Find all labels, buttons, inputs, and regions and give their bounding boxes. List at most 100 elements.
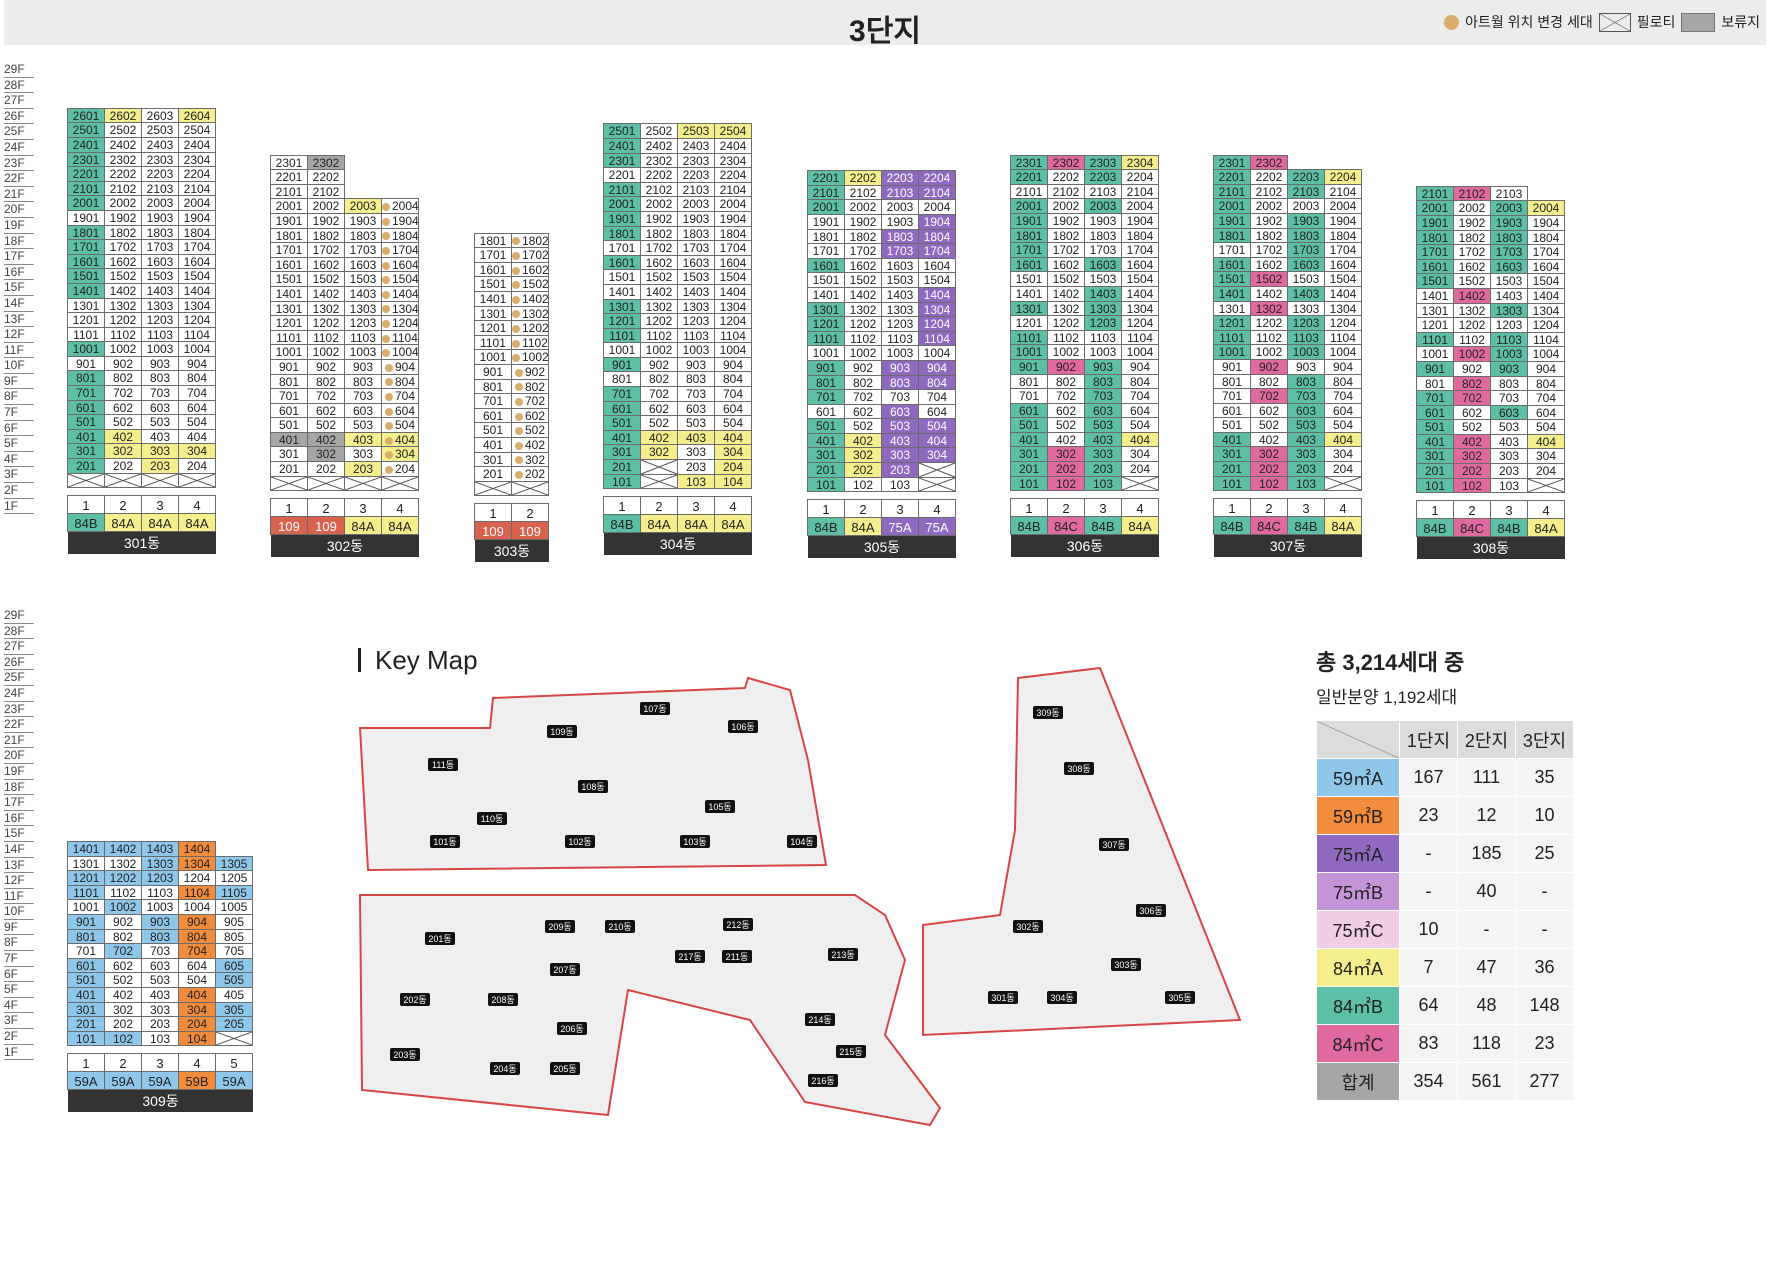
unit-cell: 1102: [844, 330, 882, 347]
page-title: 3단지: [849, 15, 921, 48]
keymap-building-305동: 305동: [1165, 991, 1195, 1004]
svg-text:304동: 304동: [1050, 993, 1073, 1003]
unit-cell: 203: [141, 1016, 179, 1032]
unit-cell: 601: [807, 403, 845, 420]
unit-cell: 1204: [918, 316, 956, 332]
unit-cell: 1401: [1010, 285, 1048, 302]
floor-label: 13F: [4, 858, 34, 874]
unit-cell: 1401: [807, 286, 845, 303]
unit-cell: 1501: [1010, 271, 1048, 287]
unit-cell: 703: [677, 386, 715, 402]
unit-cell: 1202: [511, 320, 549, 336]
unit-cell: 1001: [807, 345, 845, 361]
floor-label: 9F: [4, 374, 34, 390]
pilotis-cell: [67, 472, 105, 489]
unit-cell: 1804: [1324, 227, 1362, 244]
unit-cell: 1203: [1490, 317, 1528, 333]
unit-cell: 1604: [178, 253, 216, 270]
unit-cell: 1704: [1527, 244, 1565, 260]
unit-cell: 1005: [215, 899, 253, 915]
unit-cell: 403: [1084, 431, 1122, 448]
unit-cell: 1203: [1084, 315, 1122, 331]
unit-cell: 2302: [1047, 154, 1085, 171]
unit-cell: 402: [1047, 431, 1085, 448]
line-number: 1: [807, 499, 845, 519]
floor-label: 24F: [4, 686, 34, 702]
empty-cell: [1527, 186, 1565, 202]
floor-label: 5F: [4, 982, 34, 998]
unit-cell: 1601: [1010, 256, 1048, 273]
unit-cell: 1601: [67, 253, 105, 270]
unit-cell: 1804: [1527, 229, 1565, 246]
legend-label-artwall: 아트월 위치 변경 세대: [1465, 14, 1593, 30]
unit-cell: 1205: [215, 870, 253, 886]
unit-cell: 1302: [1453, 302, 1491, 319]
unit-cell: 402: [640, 429, 678, 446]
unit-cell: 1601: [603, 254, 641, 271]
unit-type: 84C: [1250, 516, 1288, 536]
unit-cell: 404: [918, 432, 956, 449]
unit-type-row: 84B 84C 84B 84A: [1416, 518, 1565, 538]
svg-text:207동: 207동: [553, 965, 576, 975]
unit-cell: 2304: [714, 152, 752, 169]
unit-cell: 1101: [1010, 329, 1048, 346]
unit-type: 84B: [1213, 516, 1251, 536]
unit-cell: 1902: [1047, 212, 1085, 229]
unit-cell: 301: [67, 443, 105, 460]
unit-cell: 1702: [104, 239, 142, 255]
unit-cell: 602: [104, 957, 142, 974]
unit-cell: 404: [714, 429, 752, 446]
unit-type: 84A: [844, 517, 882, 537]
unit-cell: 2001: [1213, 198, 1251, 214]
unit-cell: 804: [1324, 373, 1362, 390]
keymap: 107동 109동 106동 111동 108동 105동 110동 101동 102동 103동…: [358, 666, 1242, 1127]
line-number: 1: [270, 498, 308, 518]
unit-cell: 803: [141, 370, 179, 387]
unit-cell: 504: [178, 414, 216, 430]
unit-cell: 902: [307, 358, 345, 375]
line-number: 3: [881, 499, 919, 519]
svg-text:215동: 215동: [839, 1047, 862, 1057]
unit-cell: 501: [67, 414, 105, 430]
unit-cell: 1501: [1416, 273, 1454, 289]
unit-cell: 1304: [381, 300, 419, 317]
legend-label-reserved: 보류지: [1721, 14, 1760, 30]
unit-cell: 1102: [511, 334, 549, 351]
svg-text:109동: 109동: [550, 727, 573, 737]
unit-cell: 101: [1416, 477, 1454, 494]
unit-cell: 104: [178, 1030, 216, 1047]
keymap-zone-1: [358, 676, 828, 872]
keymap-building-107동: 107동: [640, 702, 670, 715]
svg-text:111동: 111동: [432, 760, 454, 770]
unit-cell: 405: [215, 986, 253, 1003]
keymap-building-103동: 103동: [680, 835, 710, 848]
floor-label: 3F: [4, 1013, 34, 1030]
unit-cell: 2004: [178, 195, 216, 211]
unit-cell: 101: [807, 476, 845, 493]
unit-cell: 703: [881, 389, 919, 405]
unit-cell: 204: [1121, 461, 1159, 477]
unit-cell: 302: [640, 444, 678, 461]
unit-cell: 2202: [1250, 169, 1288, 185]
building-306동: 2301 2302 2303 2304 2201 2202 2203 2204 2101 2102…: [1010, 154, 1159, 558]
keymap-building-105동: 105동: [705, 800, 735, 813]
svg-text:106동: 106동: [731, 722, 754, 732]
unit-cell: 501: [1416, 419, 1454, 435]
unit-cell: 1701: [1213, 242, 1251, 258]
unit-cell: 1103: [344, 329, 382, 346]
unit-cell: 902: [511, 363, 549, 380]
unit-type: 109: [474, 521, 512, 541]
unit-type-row: 109 109 84A 84A: [270, 516, 419, 536]
building-308동: 2101 2102 2103 2001 2002 2003 2004 1901 1902 1903…: [1416, 185, 1565, 560]
unit-cell: 1904: [918, 213, 956, 230]
unit-cell: 1804: [1121, 227, 1159, 244]
floor-label: 8F: [4, 935, 34, 952]
unit-cell: 302: [104, 443, 142, 460]
unit-cell: 1302: [511, 305, 549, 322]
unit-cell: 2101: [807, 184, 845, 201]
unit-cell: 902: [640, 356, 678, 373]
